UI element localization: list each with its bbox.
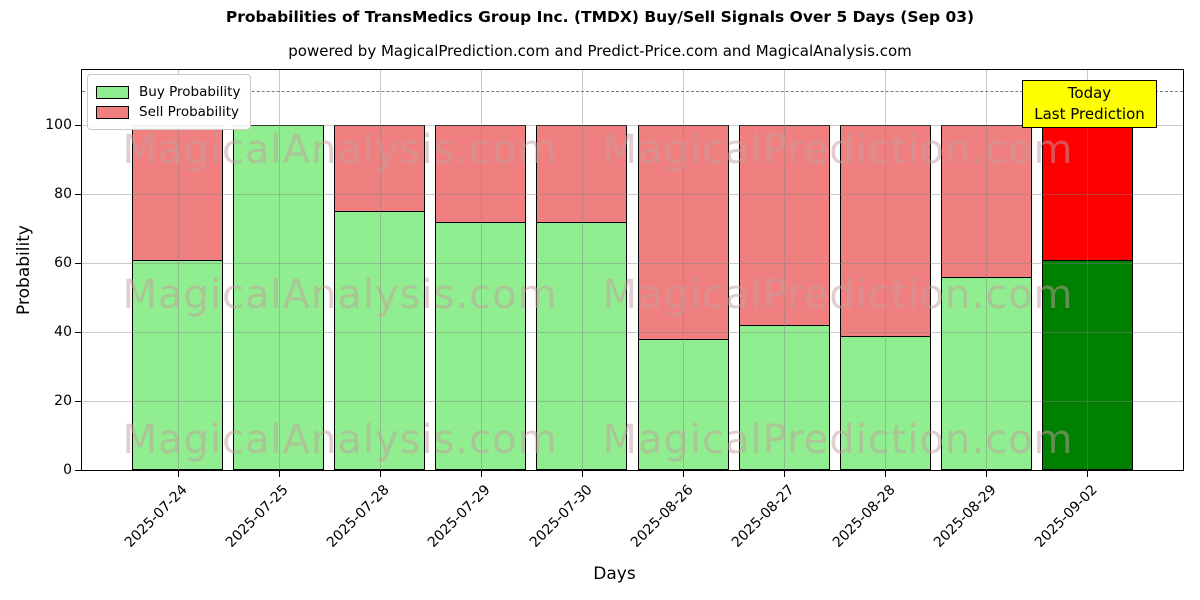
chart-title: Probabilities of TransMedics Group Inc. … <box>225 8 975 26</box>
watermark-text: MagicalPrediction.com <box>602 417 1074 463</box>
sell-bar-segment <box>334 125 426 213</box>
dashed-guideline <box>82 90 1183 92</box>
x-gridline <box>581 70 583 470</box>
x-axis-label: Days <box>593 564 636 584</box>
x-tick-label: 2025-08-28 <box>829 482 899 551</box>
y-tick-label: 40 <box>54 324 72 341</box>
sell-bar-segment <box>637 125 729 341</box>
x-tick-label: 2025-07-25 <box>223 482 292 551</box>
buy-bar-segment <box>738 325 830 470</box>
plot-frame <box>81 69 1184 471</box>
sell-bar-segment <box>940 125 1032 279</box>
watermark-text: MagicalPrediction.com <box>602 272 1074 318</box>
x-tick-label: 2025-08-27 <box>728 482 798 551</box>
buy-bar-segment <box>132 259 224 470</box>
x-tick-mark <box>885 471 887 477</box>
buy-bar-segment <box>1041 259 1133 470</box>
today-annotation: Today Last Prediction <box>1022 80 1157 128</box>
x-tick-label: 2025-09-02 <box>1031 482 1101 551</box>
x-gridline <box>379 70 381 470</box>
y-tick-mark <box>75 125 81 127</box>
watermark-text: MagicalAnalysis.com <box>122 127 558 173</box>
sell-swatch-icon <box>96 105 129 119</box>
x-tick-mark <box>683 471 685 477</box>
x-gridline <box>177 70 179 470</box>
x-tick-label: 2025-07-24 <box>122 482 191 551</box>
x-tick-mark <box>177 471 179 477</box>
sell-bar-segment <box>435 125 527 224</box>
y-gridline <box>82 194 1183 196</box>
y-tick-mark <box>75 470 81 471</box>
y-tick-mark <box>75 401 81 403</box>
buy-bar-segment <box>334 211 426 470</box>
sell-bar-segment <box>536 125 628 224</box>
x-gridline <box>278 70 280 470</box>
y-gridline <box>82 263 1183 265</box>
x-gridline <box>480 70 482 470</box>
buy-bar-segment <box>435 221 527 470</box>
x-gridline <box>1087 70 1089 470</box>
x-tick-label: 2025-07-29 <box>425 482 495 551</box>
y-gridline <box>82 125 1183 127</box>
x-gridline <box>683 70 685 470</box>
x-tick-mark <box>480 471 482 477</box>
x-tick-mark <box>784 471 786 477</box>
x-tick-mark <box>986 471 988 477</box>
y-tick-mark <box>75 332 81 334</box>
sell-bar-segment <box>132 125 224 262</box>
y-tick-label: 60 <box>54 255 72 272</box>
watermark-text: MagicalAnalysis.com <box>122 417 558 463</box>
buy-bar-segment <box>637 338 729 470</box>
buy-bar-segment <box>233 125 325 470</box>
sell-bar-segment <box>738 125 830 327</box>
y-tick-mark <box>75 194 81 196</box>
y-tick-label: 100 <box>45 117 72 134</box>
x-tick-label: 2025-08-26 <box>627 482 697 551</box>
legend-row-sell: Sell Probability <box>96 102 240 122</box>
annotation-line-2: Last Prediction <box>1034 105 1145 123</box>
buy-bar-segment <box>536 221 628 470</box>
y-tick-label: 80 <box>54 186 72 203</box>
y-gridline <box>82 332 1183 334</box>
y-axis-label: Probability <box>14 225 34 315</box>
legend-label-sell: Sell Probability <box>139 104 240 120</box>
legend-label-buy: Buy Probability <box>139 84 241 100</box>
x-gridline <box>986 70 988 470</box>
annotation-line-1: Today <box>1067 84 1112 102</box>
buy-swatch-icon <box>96 85 129 99</box>
buy-bar-segment <box>839 335 931 470</box>
x-tick-mark <box>1087 471 1089 477</box>
y-tick-label: 20 <box>54 393 72 410</box>
buy-bar-segment <box>940 276 1032 470</box>
x-tick-label: 2025-07-30 <box>526 482 596 551</box>
y-tick-label: 0 <box>63 462 72 478</box>
watermark-text: MagicalAnalysis.com <box>122 272 558 318</box>
x-gridline <box>885 70 887 470</box>
x-tick-label: 2025-08-29 <box>930 482 1000 551</box>
x-tick-mark <box>379 471 381 477</box>
x-tick-mark <box>581 471 583 477</box>
watermark-text: MagicalPrediction.com <box>602 127 1074 173</box>
chart-subtitle: powered by MagicalPrediction.com and Pre… <box>288 42 912 60</box>
legend: Buy Probability Sell Probability <box>87 74 252 130</box>
x-gridline <box>784 70 786 470</box>
legend-row-buy: Buy Probability <box>96 82 240 102</box>
y-tick-mark <box>75 263 81 265</box>
x-tick-label: 2025-07-28 <box>324 482 394 551</box>
y-gridline <box>82 401 1183 403</box>
x-tick-mark <box>278 471 280 477</box>
